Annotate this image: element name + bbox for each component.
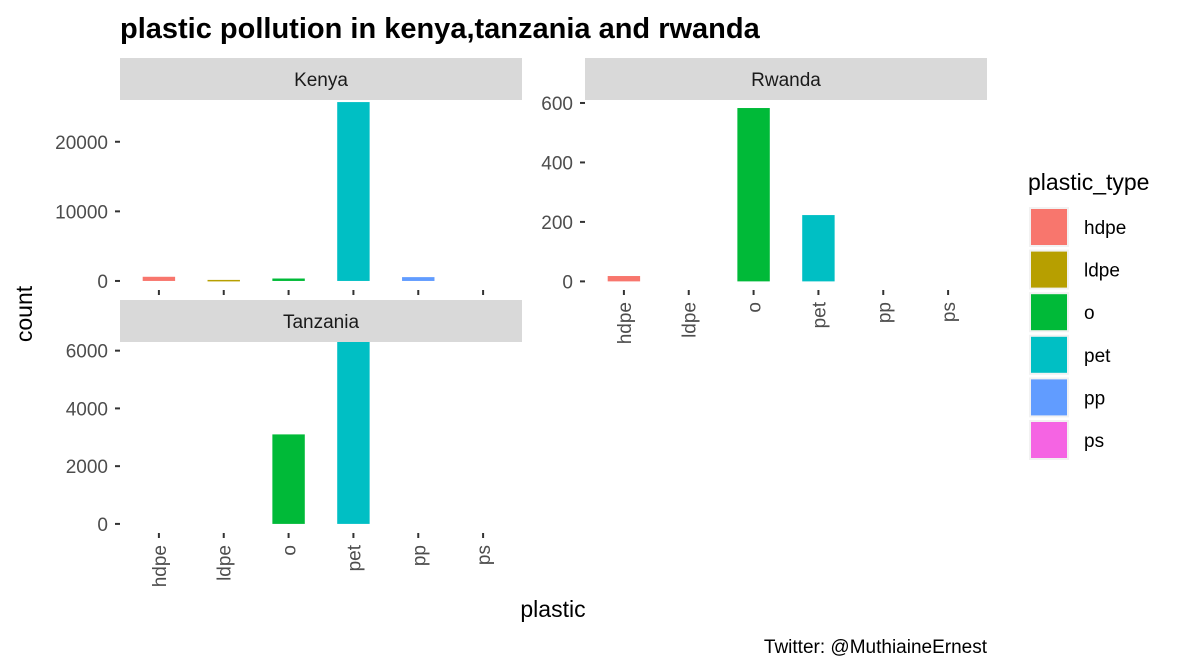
x-tick-label-rwanda-hdpe: hdpe	[615, 302, 636, 344]
x-tick-label-tanzania-ldpe: ldpe	[215, 545, 236, 581]
bar-kenya-pet	[337, 102, 370, 281]
x-tick-label-rwanda-pet: pet	[809, 301, 830, 328]
panel-rwanda: Rwanda 0 200 400 600 hdpe ldpe o pet pp ps	[541, 58, 987, 344]
x-tick-label-rwanda-ldpe: ldpe	[680, 302, 701, 338]
x-tick-label-tanzania-hdpe: hdpe	[150, 545, 171, 587]
legend-swatch-o	[1031, 294, 1067, 331]
strip-kenya	[120, 58, 522, 100]
bar-kenya-hdpe	[142, 276, 176, 281]
bar-kenya-ldpe	[207, 279, 240, 282]
panel-kenya: Kenya 0 10000 20000	[55, 58, 522, 295]
bar-tanzania-pet	[337, 342, 370, 524]
legend-label-ldpe: ldpe	[1084, 261, 1120, 282]
legend: plastic_type hdpe ldpe o pet pp ps	[1028, 169, 1149, 460]
y-tick-label-kenya-2: 20000	[55, 133, 108, 154]
legend-swatch-hdpe	[1031, 209, 1067, 245]
y-axis-title: count	[11, 285, 37, 342]
y-tick-label-rwanda-0: 0	[562, 272, 573, 293]
x-tick-label-tanzania-ps: ps	[474, 545, 495, 565]
bar-rwanda-pet	[802, 215, 835, 282]
x-tick-label-tanzania-o: o	[280, 545, 301, 556]
bar-kenya-pp	[402, 277, 435, 281]
legend-label-o: o	[1084, 303, 1095, 324]
legend-label-pp: pp	[1084, 388, 1105, 409]
strip-label-kenya: Kenya	[294, 70, 348, 91]
y-tick-label-rwanda-3: 600	[541, 94, 573, 115]
strip-label-rwanda: Rwanda	[751, 70, 821, 91]
legend-label-hdpe: hdpe	[1084, 218, 1126, 239]
x-tick-label-rwanda-pp: pp	[874, 302, 895, 323]
y-tick-label-kenya-0: 0	[97, 272, 108, 293]
panel-tanzania: Tanzania 0 2000 4000 6000 hdpe ldpe o pet pp ps	[66, 300, 522, 587]
legend-swatch-pp	[1031, 379, 1067, 416]
y-tick-label-rwanda-1: 200	[541, 213, 573, 234]
legend-label-pet: pet	[1084, 346, 1111, 367]
y-tick-label-tanzania-1: 2000	[66, 457, 108, 478]
x-axis-title: plastic	[520, 596, 585, 622]
y-tick-label-tanzania-3: 6000	[66, 342, 108, 363]
legend-title: plastic_type	[1028, 169, 1149, 195]
strip-tanzania	[120, 300, 522, 342]
bar-tanzania-o	[272, 434, 305, 524]
x-tick-label-rwanda-o: o	[745, 302, 766, 313]
legend-swatch-ps	[1031, 422, 1067, 458]
bar-kenya-o	[272, 278, 305, 281]
strip-rwanda	[585, 58, 987, 100]
x-tick-label-tanzania-pet: pet	[344, 544, 365, 571]
legend-label-ps: ps	[1084, 431, 1104, 452]
bar-rwanda-o	[737, 108, 770, 282]
x-tick-label-tanzania-pp: pp	[409, 545, 430, 566]
legend-swatch-pet	[1031, 336, 1067, 373]
chart-title: plastic pollution in kenya,tanzania and …	[120, 13, 761, 45]
x-tick-label-rwanda-ps: ps	[939, 302, 960, 322]
strip-label-tanzania: Tanzania	[283, 312, 359, 333]
y-tick-label-kenya-1: 10000	[55, 202, 108, 223]
y-tick-label-rwanda-2: 400	[541, 153, 573, 174]
y-tick-label-tanzania-0: 0	[97, 515, 108, 536]
bar-rwanda-hdpe	[607, 276, 641, 282]
legend-swatch-ldpe	[1031, 251, 1067, 288]
chart-caption: Twitter: @MuthiaineErnest	[764, 637, 988, 658]
y-tick-label-tanzania-2: 4000	[66, 399, 108, 420]
